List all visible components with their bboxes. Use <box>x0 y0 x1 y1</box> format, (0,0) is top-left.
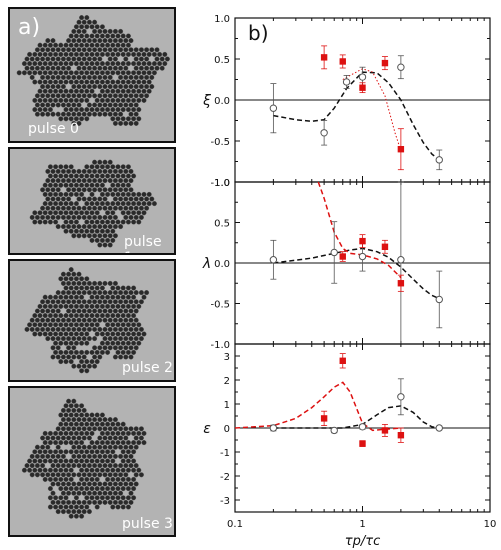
y-axis-label: ε <box>203 421 211 437</box>
subplot-3: -3 -2 -1 0 1 2 3 ε 0.1 1 10 τp/τc <box>203 343 497 549</box>
data-point-filled-square <box>381 427 389 434</box>
data-point-open-circle <box>269 256 278 264</box>
y-tick-label: 1 <box>224 400 230 411</box>
data-point-open-circle <box>320 129 328 137</box>
data-point-open-circle <box>435 295 443 304</box>
data-point-open-circle <box>435 156 443 164</box>
fit-curve-red <box>317 181 402 279</box>
pulse-label-1: pulse 1 <box>124 234 162 253</box>
data-point-open-circle <box>397 63 405 71</box>
y-tick-label: 0 <box>224 424 230 435</box>
y-tick-label: -2 <box>220 472 230 483</box>
data-point-open-circle <box>358 423 367 431</box>
x-tick-label: 1 <box>359 519 365 530</box>
data-point-open-circle <box>330 248 338 257</box>
y-tick-label: -3 <box>220 496 230 507</box>
data-point-filled-square <box>339 357 346 364</box>
fit-curve-black <box>273 71 440 161</box>
y-axis-label: λ <box>202 256 211 272</box>
data-point-filled-square <box>339 253 346 260</box>
y-tick-label: 1.0 <box>214 178 230 189</box>
micrograph-pulse-1: pulse 1 <box>8 147 176 255</box>
particle-cluster <box>16 15 170 126</box>
data-point-open-circle <box>435 424 443 432</box>
x-tick-label: 0.1 <box>227 519 243 530</box>
data-point-filled-square <box>320 54 328 61</box>
subplot-2: -1.0 -0.5 0.0 0.5 1.0 λ <box>202 178 491 351</box>
y-tick-label: 3 <box>224 352 230 363</box>
fit-curve-black <box>273 405 440 429</box>
micrograph-pulse-3: pulse 3 <box>8 386 176 537</box>
data-point-open-circle <box>269 104 278 112</box>
panel-b-letter: b) <box>248 21 269 45</box>
data-point-filled-square <box>359 237 366 245</box>
fit-curve-red <box>342 68 402 151</box>
y-tick-label: 0.0 <box>214 259 230 270</box>
y-tick-label: 0.0 <box>214 96 230 107</box>
data-point-filled-square <box>381 243 389 250</box>
y-axis-label: ξ <box>202 93 211 109</box>
y-tick-label: -1.0 <box>210 340 230 351</box>
micrograph-pulse-0: a) pulse 0 <box>8 7 176 143</box>
data-point-filled-square <box>397 280 405 287</box>
particle-cluster <box>29 159 157 248</box>
fit-curve-red <box>234 381 401 432</box>
y-tick-label: 0.5 <box>214 219 230 230</box>
y-tick-label: -1 <box>220 448 230 459</box>
y-tick-label: 2 <box>224 376 230 387</box>
data-point-open-circle <box>269 424 278 432</box>
x-tick-label: 10 <box>484 519 497 530</box>
data-point-filled-square <box>320 415 328 422</box>
y-tick-label: -0.5 <box>210 137 230 148</box>
micrograph-pulse-2: pulse 2 <box>8 259 176 382</box>
y-tick-label: -0.5 <box>210 300 230 311</box>
data-point-open-circle <box>397 256 405 264</box>
fit-curve-black <box>273 247 440 300</box>
pulse-label-3: pulse 3 <box>122 516 173 532</box>
particle-cluster <box>24 267 150 374</box>
pulse-label-2: pulse 2 <box>122 360 173 376</box>
data-point-open-circle <box>397 393 405 401</box>
data-point-filled-square <box>359 440 366 447</box>
subplot-1: -1.0 -0.5 0.0 0.5 1.0 ξ <box>202 14 491 189</box>
particle-cluster <box>21 398 147 519</box>
data-point-filled-square <box>339 58 346 65</box>
data-point-open-circle <box>358 73 367 81</box>
y-tick-label: 1.0 <box>214 14 230 25</box>
data-point-open-circle <box>342 78 351 86</box>
y-tick-label: -1.0 <box>210 178 230 189</box>
data-point-open-circle <box>358 252 367 261</box>
x-axis-label: τp/τc <box>345 534 380 549</box>
panel-a-letter: a) <box>18 15 41 40</box>
data-point-filled-square <box>397 146 405 153</box>
pulse-label-0: pulse 0 <box>28 121 79 137</box>
data-point-filled-square <box>381 59 389 67</box>
data-point-open-circle <box>330 426 338 435</box>
y-tick-label: 0.5 <box>214 55 230 66</box>
data-point-filled-square <box>397 432 405 439</box>
data-point-filled-square <box>359 84 366 91</box>
